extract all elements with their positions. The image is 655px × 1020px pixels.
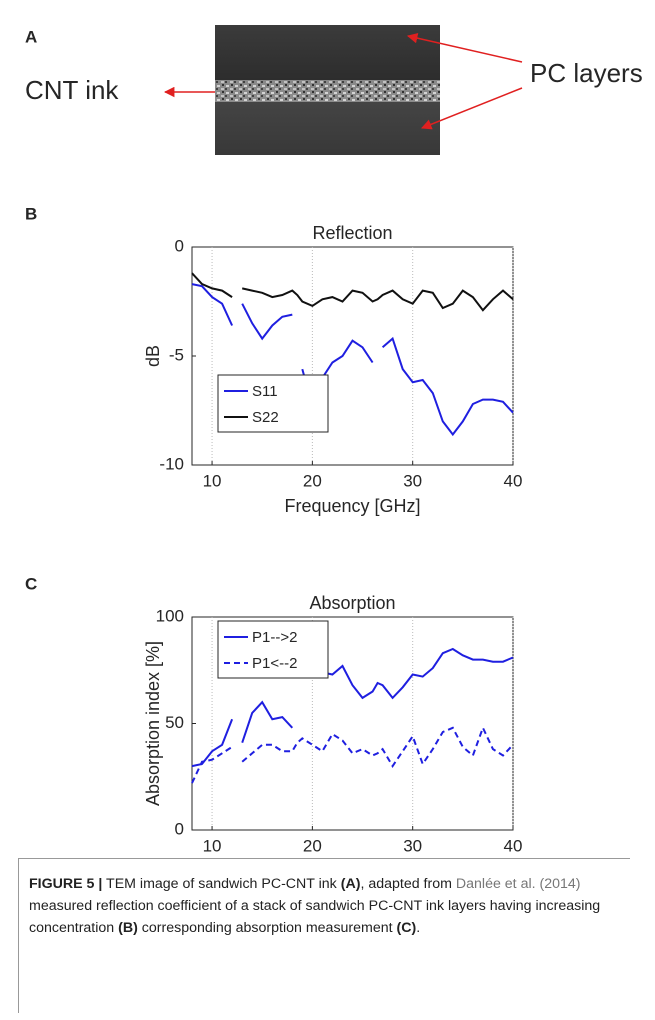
x-tick-label: 20 — [303, 471, 322, 490]
arrow — [406, 32, 523, 63]
x-tick-label: 10 — [203, 471, 222, 490]
x-tick-label: 40 — [504, 471, 523, 490]
chart-title: Absorption — [309, 593, 395, 613]
legend-label: P1-->2 — [252, 629, 297, 646]
caption-ref: (A) — [340, 876, 361, 892]
series-line — [191, 272, 514, 312]
series-line — [191, 647, 514, 768]
y-tick-label: -5 — [169, 345, 184, 364]
y-tick-label: 100 — [156, 606, 184, 625]
y-axis-label: Absorption index [%] — [143, 641, 163, 806]
series-line — [191, 725, 514, 784]
caption-label: FIGURE 5 | — [29, 876, 103, 892]
legend-label: S22 — [252, 409, 279, 426]
cnt-band — [215, 80, 440, 102]
figure: A CNT ink PC layers B Reflection 10 20 30 40 -… — [25, 25, 643, 855]
x-tick-label: 30 — [403, 471, 422, 490]
chart-title: Reflection — [312, 223, 392, 243]
x-tick-label: 20 — [303, 836, 322, 855]
caption: FIGURE 5 | TEM image of sandwich PC-CNT … — [18, 858, 630, 1013]
legend-label: S11 — [252, 383, 278, 400]
x-axis-label: Frequency [GHz] — [284, 496, 420, 516]
panel-label: B — [25, 204, 37, 223]
caption-text: TEM image of sandwich PC-CNT ink — [106, 876, 337, 892]
legend-box — [217, 374, 329, 433]
caption-text: corresponding absorption measurement — [141, 920, 393, 936]
caption-ref: (B) — [118, 920, 138, 936]
y-tick-label: 50 — [165, 713, 184, 732]
caption-text: . — [416, 920, 421, 936]
annotation: PC layers — [530, 58, 643, 88]
legend-label: P1<--2 — [252, 655, 297, 672]
legend-box — [217, 620, 329, 679]
arrow — [421, 87, 523, 130]
citation-link[interactable]: Danlée et al. (2014) — [455, 876, 581, 892]
caption-ref: (C) — [396, 920, 417, 936]
x-tick-label: 30 — [403, 836, 422, 855]
x-tick-label: 10 — [203, 836, 222, 855]
panel-label: A — [25, 27, 37, 46]
panel-label: C — [25, 574, 37, 593]
caption-text: , adapted from — [360, 876, 452, 892]
x-tick-label: 40 — [504, 836, 523, 855]
y-tick-label: 0 — [175, 236, 184, 255]
y-tick-label: 0 — [175, 819, 184, 838]
annotation: CNT ink — [25, 75, 119, 105]
series-line — [191, 283, 514, 437]
caption-text: measured reflection coefficient of a sta… — [29, 898, 601, 936]
y-axis-label: dB — [143, 345, 163, 367]
y-tick-label: -10 — [159, 454, 184, 473]
